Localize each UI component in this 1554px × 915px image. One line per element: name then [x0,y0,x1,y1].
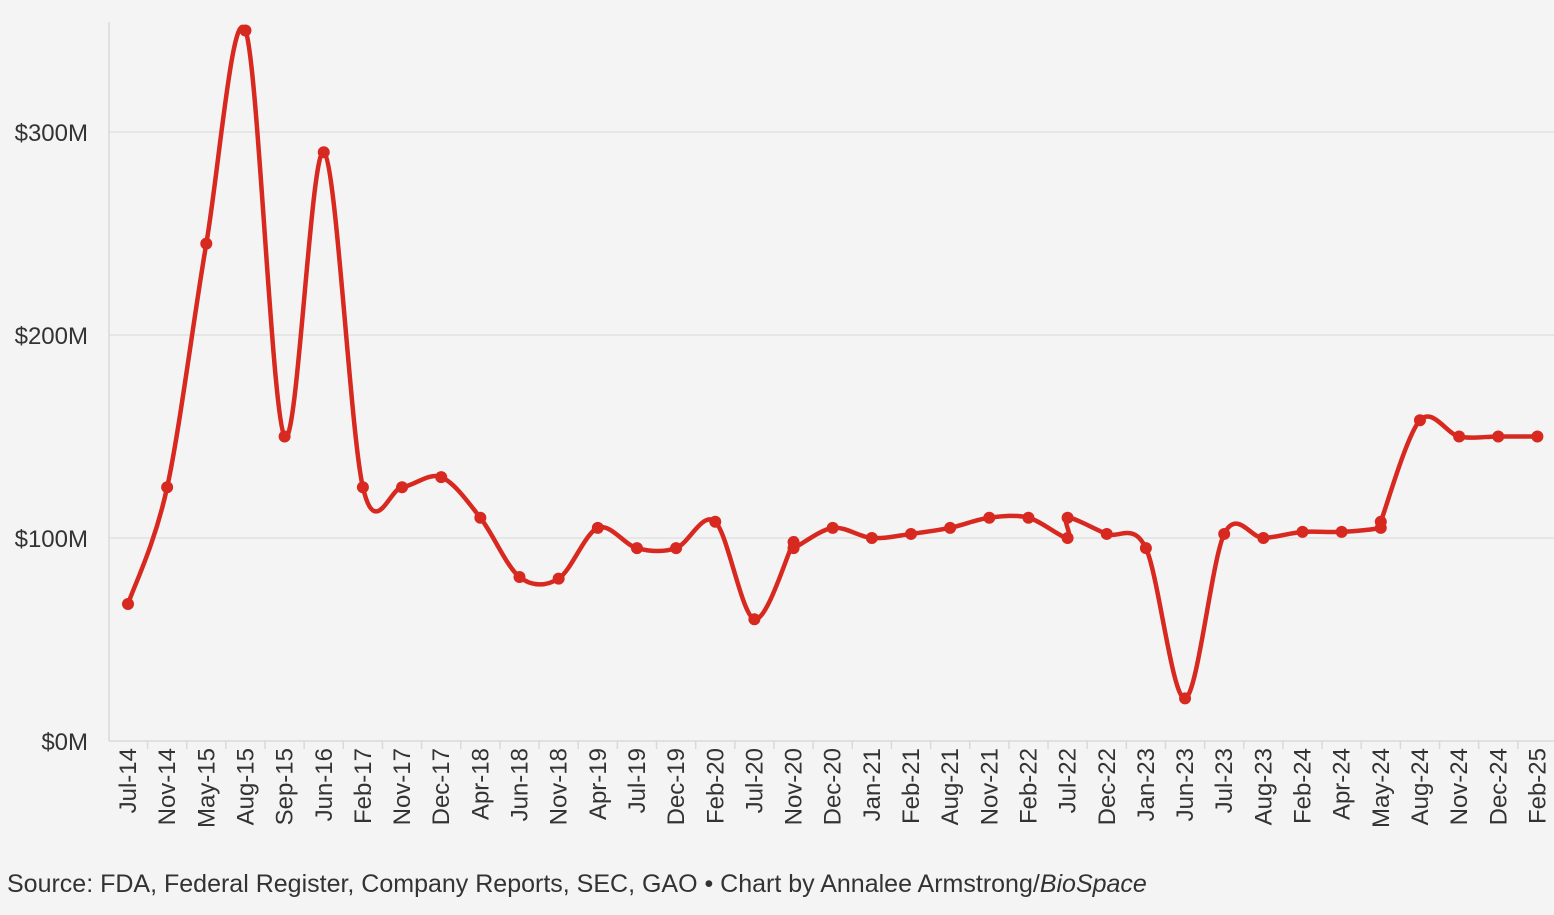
data-point [1374,515,1387,528]
data-point [630,542,643,555]
x-tick-label: Dec-19 [663,748,690,825]
x-tick-label: Nov-21 [976,748,1003,825]
x-tick-label: Nov-14 [154,748,181,825]
data-point [983,511,996,524]
data-point [356,481,369,494]
data-point [1296,525,1309,538]
x-tick-label: Jul-14 [115,748,142,813]
x-tick-label: Nov-24 [1446,748,1473,825]
data-point [1453,430,1466,443]
brand-name: BioSpace [1039,870,1147,898]
data-point [122,597,134,610]
x-tick-label: Nov-18 [546,748,573,825]
x-tick-label: Aug-23 [1250,748,1277,825]
x-tick-label: Jan-23 [1133,748,1160,821]
y-tick-label: $300M [15,120,88,147]
series-line [125,24,1540,701]
data-point [787,542,800,555]
x-tick-label: Jun-18 [507,748,534,821]
data-point [826,521,839,534]
x-tick-label: Feb-25 [1524,748,1551,824]
data-point [1492,430,1505,443]
x-tick-label: Apr-24 [1329,748,1356,820]
data-point [905,527,917,540]
data-point [239,24,252,37]
data-point [435,471,448,484]
x-tick-label: Dec-17 [428,748,455,825]
data-point [865,532,878,544]
x-tick-label: Nov-17 [389,748,416,825]
x-tick-label: Aug-24 [1407,748,1434,825]
x-tick-label: Jun-16 [311,748,338,821]
data-point [161,481,174,494]
data-point [944,521,957,534]
data-point [670,542,683,555]
data-point [200,237,213,250]
x-tick-label: Nov-20 [781,748,808,825]
data-point [317,146,330,159]
data-point [1413,414,1426,427]
x-tick-label: Sep-15 [272,748,299,825]
data-point [552,572,565,585]
x-tick-label: Apr-19 [585,748,612,820]
x-tick-label: Dec-22 [1094,748,1121,825]
data-point [513,570,526,583]
x-tick-label: Dec-24 [1485,748,1512,825]
y-tick-label: $200M [15,323,88,350]
data-point [1100,527,1113,540]
x-tick-label: Jul-20 [741,748,768,813]
x-tick-label: Aug-21 [937,748,964,825]
data-point [1218,527,1231,540]
data-point [1061,511,1074,524]
x-tick-label: Jan-21 [859,748,886,821]
data-point [591,521,604,534]
y-tick-label: $100M [15,526,88,553]
data-point [278,430,291,443]
data-point [1335,525,1348,538]
data-point [709,515,722,528]
x-tick-label: May-15 [193,748,220,828]
y-tick-label: $0M [41,729,88,756]
data-point [474,511,487,524]
x-tick-label: Feb-21 [898,748,925,824]
data-point [396,481,409,494]
line-chart: $0M $100M $200M $300M Jul-14 Nov-14 May-15 Aug-… [15,22,1554,828]
x-tick-label: Dec-20 [820,748,847,825]
data-point [1257,532,1270,544]
x-tick-label: Jun-23 [1172,748,1199,821]
x-tick-label: Feb-22 [1015,748,1042,824]
x-tick-label: Jul-19 [624,748,651,813]
x-tick-label: Aug-15 [232,748,259,825]
source-text: Source: FDA, Federal Register, Company R… [7,870,1040,898]
data-point [1139,542,1152,555]
data-point [748,613,761,626]
x-tick-label: Jul-23 [1211,748,1238,813]
data-point [1179,692,1192,705]
x-tick-label: May-24 [1368,748,1395,828]
x-tick-label: Jul-22 [1055,748,1082,813]
data-point [1022,511,1035,524]
x-tick-label: Feb-24 [1290,748,1317,824]
x-tick-label: Feb-17 [350,748,377,824]
x-tick-label: Feb-20 [702,748,729,824]
source-caption: Source: FDA, Federal Register, Company R… [7,870,1147,899]
x-tick-label: Apr-18 [467,748,494,820]
data-point [1061,532,1074,544]
data-point [1531,430,1544,443]
